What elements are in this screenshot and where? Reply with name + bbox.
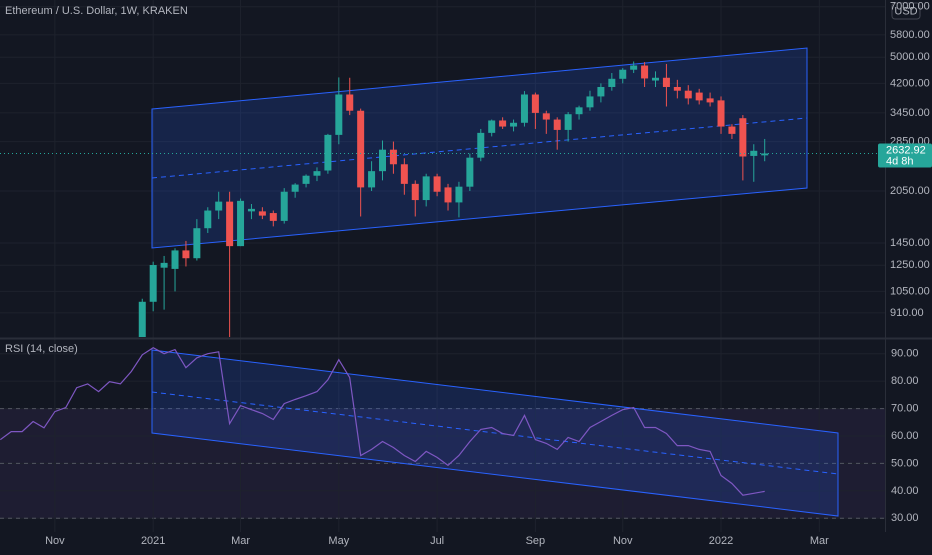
x-tick-label: Mar: [810, 535, 829, 547]
candle-body: [750, 150, 758, 156]
candle-body: [204, 210, 212, 229]
chart-title: Ethereum / U.S. Dollar, 1W, KRAKEN: [5, 5, 188, 17]
y-tick-label: 5000.00: [890, 51, 930, 63]
candle-body: [630, 65, 638, 70]
candle-body: [510, 122, 518, 127]
y-tick-label: 1450.00: [890, 237, 930, 249]
x-tick-label: Jul: [430, 535, 444, 547]
y-tick-label: 60.00: [891, 430, 919, 442]
x-tick-label: May: [328, 535, 349, 547]
candle-body: [400, 164, 408, 184]
y-tick-label: 40.00: [891, 485, 919, 497]
rsi-channel-mid: [151, 391, 839, 475]
candle-body: [138, 301, 146, 337]
candle-body: [477, 132, 485, 158]
y-tick-label: 5800.00: [890, 29, 930, 41]
candle-body: [368, 171, 376, 188]
y-tick-label: 70.00: [891, 402, 919, 414]
candle-body: [466, 157, 474, 187]
candle-body: [302, 175, 310, 184]
candle-body: [564, 114, 572, 130]
candle-body: [662, 77, 670, 87]
candle-body: [226, 201, 234, 247]
candle-body: [520, 94, 528, 123]
y-tick-label: 910.00: [890, 307, 924, 319]
candle-body: [357, 110, 365, 188]
y-tick-label: 4200.00: [890, 77, 930, 89]
x-tick-label: Sep: [526, 535, 546, 547]
candle-body: [422, 176, 430, 201]
y-tick-label: 80.00: [891, 375, 919, 387]
candle-body: [586, 96, 594, 108]
candle-body: [280, 191, 288, 221]
candle-body: [575, 107, 583, 115]
candle-body: [499, 120, 507, 127]
candle-body: [379, 149, 386, 172]
candle-body: [684, 90, 692, 99]
candle-body: [160, 262, 168, 268]
last-price-box: [878, 143, 932, 168]
rsi-title: RSI (14, close): [5, 343, 78, 355]
x-tick-label: Nov: [45, 535, 65, 547]
candle-body: [761, 153, 769, 156]
candle-body: [324, 134, 332, 171]
candle-body: [739, 118, 747, 157]
grid: [0, 0, 885, 532]
candle-body: [389, 149, 397, 165]
candle-body: [444, 187, 452, 203]
y-tick-label: 90.00: [891, 348, 919, 360]
y-tick-label: 7000.00: [890, 1, 930, 13]
candle-body: [258, 211, 266, 216]
candle-body: [695, 92, 703, 101]
candle-body: [291, 184, 299, 192]
candle-body: [346, 94, 354, 111]
candle-body: [313, 171, 321, 176]
candle-body: [193, 228, 201, 259]
candle-body: [673, 86, 681, 91]
time-to-close: 4d 8h: [886, 155, 914, 167]
candle-body: [597, 86, 605, 97]
candles: [138, 61, 769, 337]
candle-body: [553, 119, 561, 130]
candle-body: [411, 183, 419, 201]
candle-body: [149, 265, 157, 302]
y-tick-label: 50.00: [891, 457, 919, 469]
candle-body: [652, 77, 659, 81]
x-tick-label: Mar: [231, 535, 250, 547]
candle-body: [182, 250, 190, 259]
candle-body: [433, 176, 441, 192]
y-tick-label: 30.00: [891, 512, 919, 524]
last-price-label: 2632.92: [886, 144, 926, 156]
candle-body: [717, 100, 725, 127]
x-tick-label: Nov: [613, 535, 633, 547]
currency-badge[interactable]: [891, 2, 921, 20]
rsi-line: [0, 347, 765, 496]
candle-body: [608, 78, 616, 87]
candle-body: [488, 120, 496, 133]
currency: USD: [894, 5, 917, 17]
y-tick-label: 1050.00: [890, 285, 930, 297]
candle-body: [706, 98, 714, 103]
candle-body: [215, 201, 223, 211]
candle-body: [237, 200, 245, 247]
y-tick-label: 1250.00: [890, 259, 930, 271]
candle-body: [247, 208, 255, 212]
candle-body: [542, 113, 550, 120]
marks: [0, 61, 885, 496]
candle-body: [619, 69, 627, 79]
y-tick-label: 2050.00: [890, 185, 930, 197]
candle-body: [335, 94, 343, 135]
x-tick-label: 2022: [709, 535, 733, 547]
candle-body: [455, 186, 463, 203]
candle-body: [728, 126, 736, 134]
candle-body: [171, 250, 179, 269]
candle-body: [641, 65, 649, 79]
x-tick-label: 2021: [141, 535, 165, 547]
candle-body: [269, 213, 277, 221]
candle-body: [531, 94, 539, 113]
y-tick-label: 3450.00: [890, 107, 930, 119]
